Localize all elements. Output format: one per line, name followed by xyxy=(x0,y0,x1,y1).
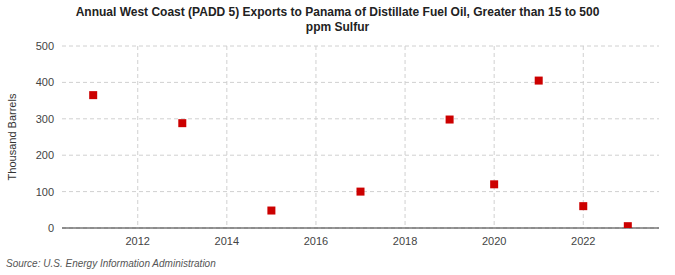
x-tick-label: 2014 xyxy=(215,235,239,247)
x-grid-line xyxy=(494,46,495,228)
point xyxy=(490,180,498,188)
y-tick-label: 300 xyxy=(36,113,54,125)
point xyxy=(624,222,632,228)
x-tick-label: 2018 xyxy=(393,235,417,247)
title: Annual West Coast (PADD 5) Exports to Pa… xyxy=(76,5,600,34)
x-tick-label: 2020 xyxy=(482,235,506,247)
point xyxy=(178,119,186,127)
x-grid-line xyxy=(137,46,138,228)
y-grid-line xyxy=(62,46,659,47)
y-grid-line xyxy=(62,82,659,83)
point xyxy=(89,91,97,99)
source-note: Source: U.S. Energy Information Administ… xyxy=(6,258,216,269)
x-tick-label: 2016 xyxy=(304,235,328,247)
points xyxy=(89,77,632,228)
point xyxy=(579,202,587,210)
x-axis-line xyxy=(62,228,659,229)
x-tick-label: 2022 xyxy=(571,235,595,247)
y-tick-label: 0 xyxy=(48,222,54,234)
y-grid-line xyxy=(62,118,659,119)
x-grid-line xyxy=(583,46,584,228)
chart: Annual West Coast (PADD 5) Exports to Pa… xyxy=(0,0,675,275)
point xyxy=(267,207,275,215)
y-axis-label: Thousand Barrels xyxy=(6,93,18,180)
y-tick-label: 100 xyxy=(36,186,54,198)
point xyxy=(446,116,454,124)
y-tick-label: 400 xyxy=(36,76,54,88)
x-grid-line xyxy=(226,46,227,228)
y-tick-label: 200 xyxy=(36,149,54,161)
point xyxy=(357,188,365,196)
ticks: 0 100 200 300 400 500 2012 2014 2016 2018 2020 2022 xyxy=(36,40,596,247)
x-grid-line xyxy=(315,46,316,228)
y-grid-line xyxy=(62,155,659,156)
x-grid-line xyxy=(405,46,406,228)
grid xyxy=(62,46,659,228)
point xyxy=(535,77,543,85)
y-grid-line xyxy=(62,228,659,229)
y-tick-label: 500 xyxy=(36,40,54,52)
x-tick-label: 2012 xyxy=(125,235,149,247)
